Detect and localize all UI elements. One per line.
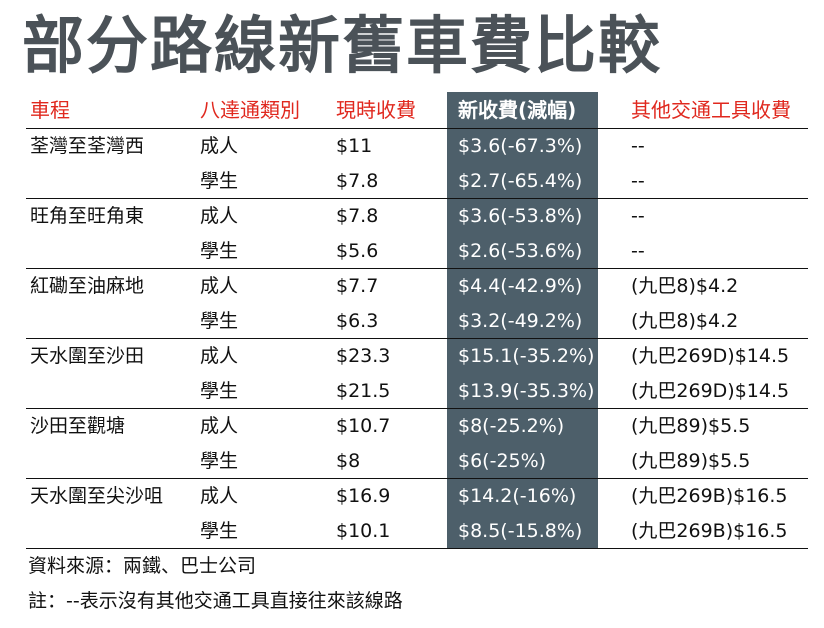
page-title: 部分路線新舊車費比較 [22, 9, 663, 82]
new-fare: $8.5(-15.8%) [458, 520, 583, 542]
passenger-type: 成人 [200, 415, 239, 437]
other-transport-fare: (九巴269B)$16.5 [631, 485, 788, 507]
table-bottom-divider [26, 548, 808, 549]
passenger-type: 學生 [200, 450, 239, 472]
other-transport-fare: -- [631, 135, 645, 157]
passenger-type: 學生 [200, 380, 239, 402]
header-current-fare: 現時收費 [336, 98, 416, 122]
group-divider [26, 408, 808, 409]
current-fare: $7.8 [336, 205, 379, 227]
other-transport-fare: -- [631, 170, 645, 192]
route-name: 荃灣至荃灣西 [30, 135, 145, 157]
route-name: 天水圍至尖沙咀 [30, 485, 164, 507]
passenger-type: 學生 [200, 240, 239, 262]
header-passenger-type: 八達通類別 [200, 98, 300, 122]
passenger-type: 學生 [200, 310, 239, 332]
new-fare: $15.1(-35.2%) [458, 345, 595, 367]
header-route: 車程 [30, 98, 70, 122]
other-transport-fare: (九巴269B)$16.5 [631, 520, 788, 542]
group-divider [26, 478, 808, 479]
current-fare: $7.8 [336, 170, 379, 192]
current-fare: $6.3 [336, 310, 379, 332]
new-fare: $3.6(-53.8%) [458, 205, 583, 227]
route-name: 旺角至旺角東 [30, 205, 145, 227]
new-fare: $14.2(-16%) [458, 485, 577, 507]
header-new-fare: 新收費(減幅) [458, 98, 577, 122]
source-note: 資料來源：兩鐵、巴士公司 [28, 555, 257, 577]
header-divider [26, 128, 808, 129]
current-fare: $10.7 [336, 415, 391, 437]
current-fare: $5.6 [336, 240, 379, 262]
other-transport-fare: -- [631, 205, 645, 227]
current-fare: $7.7 [336, 275, 379, 297]
new-fare: $8(-25.2%) [458, 415, 565, 437]
header-other-transport: 其他交通工具收費 [631, 98, 791, 122]
new-fare: $13.9(-35.3%) [458, 380, 595, 402]
new-fare: $2.6(-53.6%) [458, 240, 583, 262]
other-transport-fare: (九巴89)$5.5 [631, 415, 751, 437]
new-fare: $3.2(-49.2%) [458, 310, 583, 332]
passenger-type: 學生 [200, 170, 239, 192]
route-name: 天水圍至沙田 [30, 345, 145, 367]
passenger-type: 成人 [200, 205, 239, 227]
current-fare: $11 [336, 135, 373, 157]
current-fare: $8 [336, 450, 361, 472]
passenger-type: 成人 [200, 485, 239, 507]
current-fare: $23.3 [336, 345, 391, 367]
current-fare: $21.5 [336, 380, 391, 402]
group-divider [26, 198, 808, 199]
route-name: 紅磡至油麻地 [30, 275, 145, 297]
new-fare: $6(-25%) [458, 450, 547, 472]
passenger-type: 成人 [200, 275, 239, 297]
current-fare: $16.9 [336, 485, 391, 507]
footnote: 註：--表示沒有其他交通工具直接往來該線路 [28, 590, 403, 612]
route-name: 沙田至觀塘 [30, 415, 126, 437]
new-fare-column-highlight [447, 92, 598, 548]
other-transport-fare: (九巴8)$4.2 [631, 275, 739, 297]
passenger-type: 學生 [200, 520, 239, 542]
new-fare: $4.4(-42.9%) [458, 275, 583, 297]
group-divider [26, 338, 808, 339]
other-transport-fare: (九巴269D)$14.5 [631, 380, 790, 402]
passenger-type: 成人 [200, 345, 239, 367]
current-fare: $10.1 [336, 520, 391, 542]
group-divider [26, 268, 808, 269]
new-fare: $3.6(-67.3%) [458, 135, 583, 157]
other-transport-fare: (九巴269D)$14.5 [631, 345, 790, 367]
other-transport-fare: -- [631, 240, 645, 262]
new-fare: $2.7(-65.4%) [458, 170, 583, 192]
passenger-type: 成人 [200, 135, 239, 157]
other-transport-fare: (九巴89)$5.5 [631, 450, 751, 472]
other-transport-fare: (九巴8)$4.2 [631, 310, 739, 332]
